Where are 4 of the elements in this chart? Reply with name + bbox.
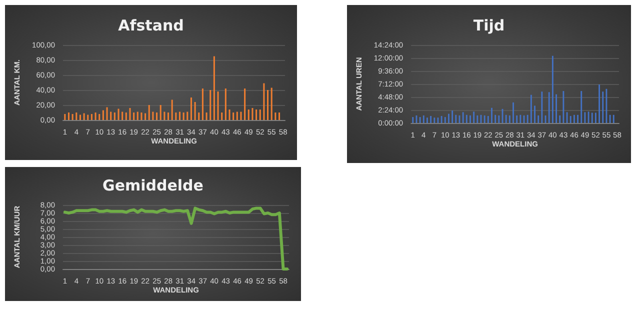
chart-title: Afstand <box>118 16 184 34</box>
chart-title: Gemiddelde <box>102 176 204 194</box>
line-series <box>63 206 289 270</box>
chart-title: Tijd <box>473 16 505 34</box>
